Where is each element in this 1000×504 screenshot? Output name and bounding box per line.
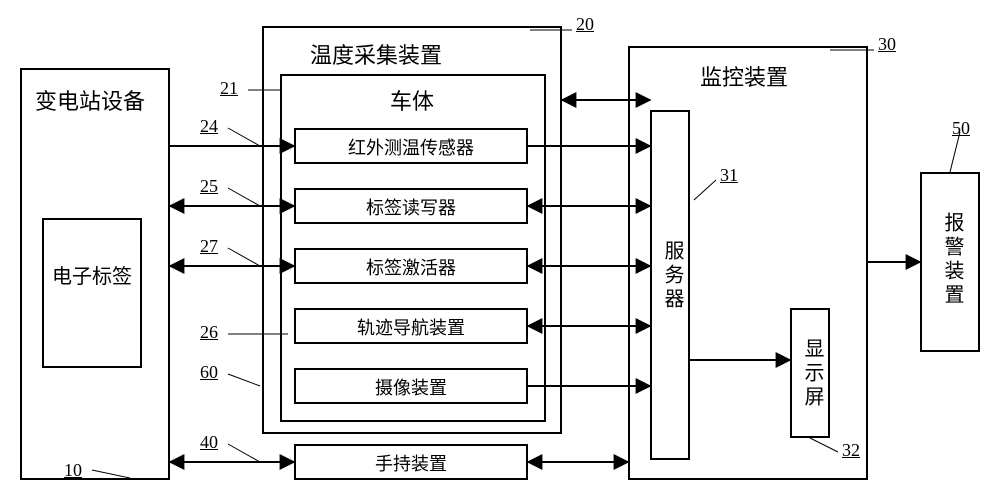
- ref-30: 30: [878, 34, 896, 55]
- etag-box: [42, 218, 142, 368]
- temp-device-title: 温度采集装置: [310, 38, 442, 70]
- substation-title: 变电站设备: [35, 84, 145, 116]
- ref-20: 20: [576, 14, 594, 35]
- server-label: 服务器: [658, 240, 687, 312]
- ref-21: 21: [220, 78, 238, 99]
- ref-24: 24: [200, 116, 218, 137]
- carbody-title: 车体: [390, 84, 434, 116]
- display-label: 显示屏: [798, 338, 827, 410]
- etag-label: 电子标签: [52, 262, 132, 292]
- ref-31: 31: [720, 165, 738, 186]
- ref-25: 25: [200, 176, 218, 197]
- ref-32: 32: [842, 440, 860, 461]
- handheld-label: 手持装置: [294, 450, 528, 476]
- ref-50: 50: [952, 118, 970, 139]
- ref-60: 60: [200, 362, 218, 383]
- ref-27: 27: [200, 236, 218, 257]
- tag-activator-label: 标签激活器: [294, 254, 528, 280]
- ref-40: 40: [200, 432, 218, 453]
- camera-label: 摄像装置: [294, 374, 528, 400]
- ref-26: 26: [200, 322, 218, 343]
- monitor-title: 监控装置: [700, 60, 788, 92]
- track-nav-label: 轨迹导航装置: [294, 314, 528, 340]
- ir-sensor-label: 红外测温传感器: [294, 134, 528, 160]
- ref-10: 10: [64, 460, 82, 481]
- alarm-label: 报警装置: [938, 212, 967, 308]
- tag-reader-label: 标签读写器: [294, 194, 528, 220]
